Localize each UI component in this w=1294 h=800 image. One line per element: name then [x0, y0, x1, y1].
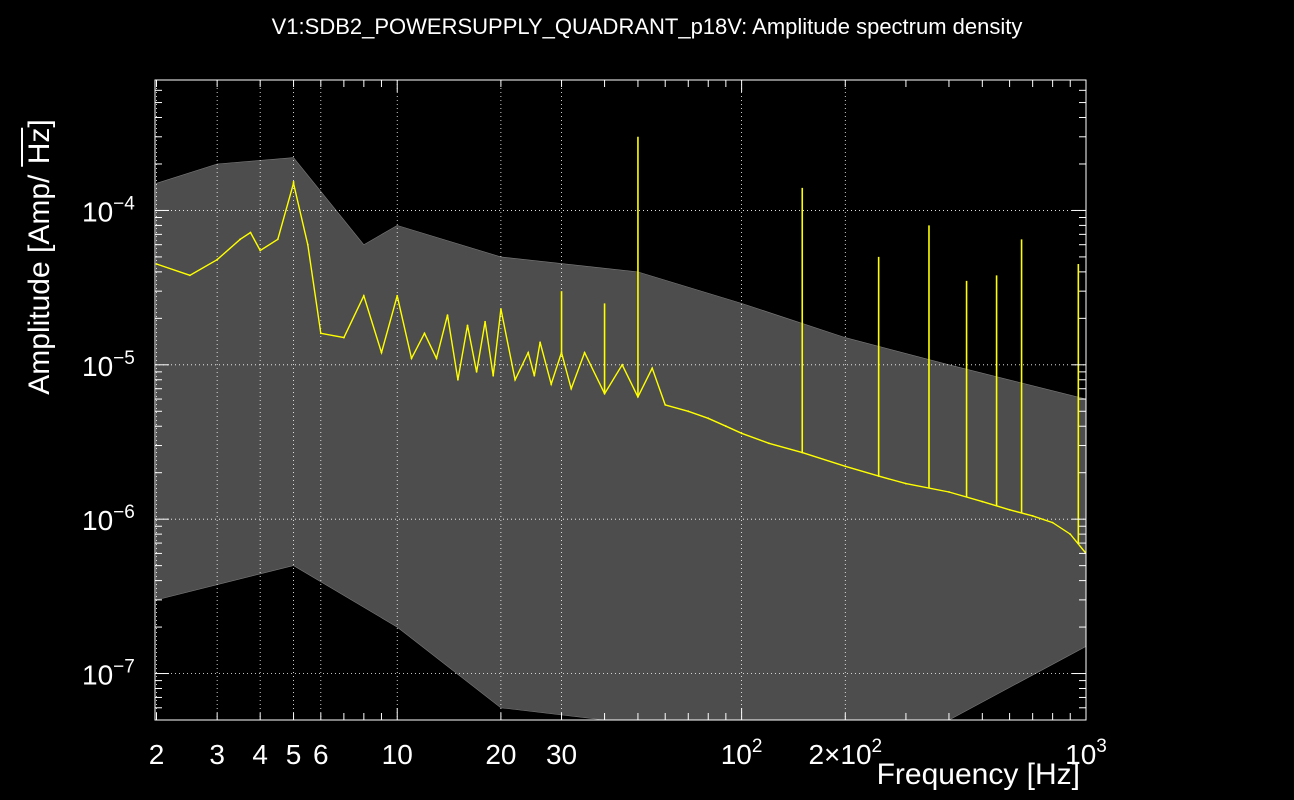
data-point — [1008, 508, 1011, 511]
data-point — [527, 351, 530, 354]
y-tick-label-exponent: −4 — [113, 193, 135, 214]
y-tick-label-base: 10 — [82, 196, 113, 227]
data-point — [844, 465, 847, 468]
y-axis-label-radicand: Hz — [21, 127, 56, 167]
data-point — [550, 383, 553, 385]
data-point — [239, 238, 242, 241]
x-tick-label: 4 — [252, 739, 268, 770]
x-tick-label-base: 30 — [546, 739, 577, 770]
data-point — [1051, 521, 1054, 524]
data-point — [533, 374, 536, 377]
data-point — [343, 336, 345, 339]
axes-frame — [154, 79, 1087, 721]
x-tick-label: 3 — [209, 739, 225, 770]
data-point — [583, 351, 586, 354]
data-point — [948, 491, 950, 493]
x-tick-label-base: 6 — [313, 739, 329, 770]
x-tick-label-base: 20 — [485, 739, 516, 770]
y-tick-label-base: 10 — [82, 660, 113, 691]
y-tick-label: 10−4 — [82, 193, 135, 227]
data-point — [423, 332, 426, 335]
y-axis-label-suffix: ] — [23, 119, 56, 128]
x-tick-label: 103 — [1065, 736, 1107, 770]
data-point — [664, 404, 667, 406]
x-tick-label-exponent: 3 — [1096, 736, 1107, 757]
data-point — [725, 425, 727, 428]
data-point — [410, 357, 413, 360]
chart-title: V1:SDB2_POWERSUPPLY_QUADRANT_p18V: Ampli… — [271, 14, 1023, 39]
y-tick-label: 10−7 — [82, 657, 135, 691]
data-point — [362, 294, 365, 297]
plot-frame — [154, 79, 1087, 721]
data-point — [276, 238, 279, 241]
data-point — [514, 378, 516, 381]
y-axis-label: Amplitude [Amp/ Hz] — [21, 119, 57, 395]
series-layer — [155, 136, 1086, 555]
y-tick-label-exponent: −5 — [113, 348, 135, 369]
y-axis-label-prefix: Amplitude [Amp/ — [23, 166, 56, 395]
data-point — [740, 432, 743, 435]
data-point — [396, 294, 399, 297]
x-tick-label-base: 5 — [286, 739, 302, 770]
data-point — [466, 324, 469, 327]
data-point — [500, 308, 502, 310]
x-axis-label: Frequency [Hz] — [876, 758, 1080, 791]
data-point — [484, 320, 486, 323]
x-tick-label-base: 10 — [721, 739, 752, 770]
data-point — [457, 378, 459, 381]
data-point — [905, 482, 907, 485]
y-tick-label: 10−5 — [82, 348, 135, 382]
x-tick-label: 5 — [286, 739, 302, 770]
data-point — [319, 332, 322, 335]
data-point — [768, 442, 770, 445]
x-tick-label-base: 10 — [1065, 739, 1096, 770]
x-tick-label: 2 — [149, 739, 165, 770]
data-point — [707, 417, 710, 420]
data-point — [259, 249, 262, 252]
data-point — [539, 341, 541, 344]
x-tick-label: 2×102 — [808, 736, 882, 770]
y-tick-label-exponent: −6 — [113, 502, 135, 523]
x-tick-label: 10 — [382, 739, 413, 770]
data-point — [687, 410, 690, 413]
data-point — [651, 367, 654, 370]
data-point — [1069, 533, 1072, 535]
x-tick-label: 30 — [546, 739, 577, 770]
y-tick-label-base: 10 — [82, 505, 113, 536]
x-tick-label: 6 — [313, 739, 329, 770]
x-tick-label-base: 2 — [149, 739, 165, 770]
data-point — [216, 258, 219, 261]
data-point — [435, 357, 438, 360]
x-tick-label-base: 10 — [382, 739, 413, 770]
x-tick-label-exponent: 2 — [752, 736, 763, 757]
data-point — [475, 371, 478, 373]
data-point — [249, 231, 252, 234]
y-tick-label: 10−6 — [82, 502, 135, 536]
reference-band-layer — [156, 157, 1086, 720]
y-tick-label-exponent: −7 — [113, 657, 135, 678]
x-tick-label-base: 2×10 — [808, 739, 871, 770]
data-point — [306, 243, 309, 246]
data-point — [155, 263, 158, 265]
data-point — [981, 500, 984, 503]
data-point — [492, 374, 495, 377]
data-point — [570, 387, 573, 390]
data-point — [621, 363, 624, 366]
x-tick-label-base: 4 — [252, 739, 268, 770]
x-tick-label: 20 — [485, 739, 516, 770]
data-point — [189, 274, 191, 277]
data-point — [1031, 515, 1034, 517]
reference-band — [156, 157, 1086, 720]
data-point — [446, 314, 449, 316]
x-tick-label: 102 — [721, 736, 763, 770]
y-tick-label-base: 10 — [82, 351, 113, 382]
x-tick-label-base: 3 — [209, 739, 225, 770]
data-point — [380, 351, 383, 354]
x-tick-label-exponent: 2 — [872, 736, 883, 757]
